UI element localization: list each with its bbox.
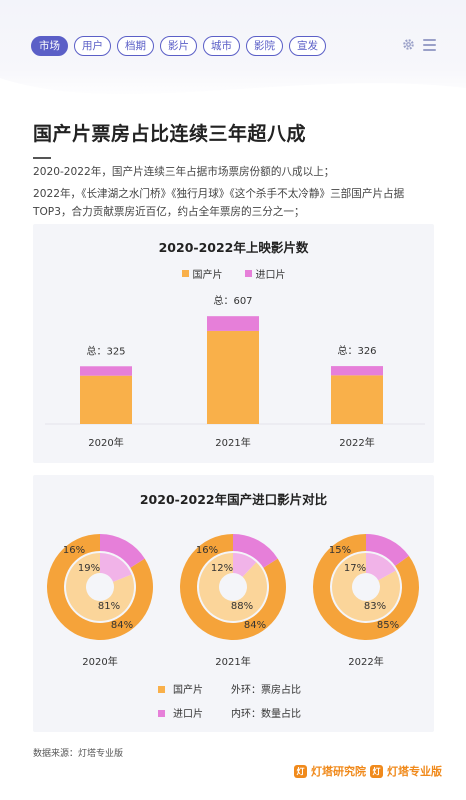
bar-chart-title: 2020-2022年上映影片数 <box>158 240 309 255</box>
donut-chart-title: 2020-2022年国产进口影片对比 <box>139 492 328 507</box>
header-wave <box>0 78 466 118</box>
tab-0[interactable]: 市场 <box>31 36 68 56</box>
intro-paragraph-2: 2022年，《长津湖之水门桥》《独行月球》《这个杀手不太冷静》三部国产片占据TO… <box>33 188 405 218</box>
legend-swatch-domestic <box>158 686 165 693</box>
data-source: 数据来源：灯塔专业版 <box>33 749 124 759</box>
bar-domestic <box>80 375 132 424</box>
donut-year-label: 2022年 <box>348 655 383 668</box>
outer-imported-label: 16% <box>196 545 218 556</box>
nav-tabs: 市场 用户 档期 影片 城市 影院 宣发 <box>31 36 326 56</box>
donut-year-label: 2021年 <box>215 655 250 668</box>
inner-imported-label: 12% <box>211 563 233 574</box>
legend-swatch <box>181 270 189 277</box>
legend-outer-ring: 外环：票房占比 <box>231 683 301 696</box>
x-tick-label: 2021年 <box>215 436 250 449</box>
bar-chart-panel: 2020-2022年上映影片数 国产片 进口片 总：325 2020年 总：607 2… <box>33 224 434 463</box>
brand-label: 灯塔研究院 <box>311 765 366 778</box>
outer-ring-domestic <box>180 534 286 640</box>
donut-year-label: 2020年 <box>82 655 117 668</box>
brand-research: 灯 灯塔研究院 <box>294 763 366 779</box>
title-underline <box>33 157 51 159</box>
bar-imported <box>207 316 259 331</box>
gear-icon[interactable] <box>402 38 415 51</box>
inner-domestic-label: 88% <box>231 601 253 612</box>
lighthouse-logo-icon: 灯 <box>294 764 307 778</box>
legend-imported-label: 进口片 <box>173 707 203 720</box>
donut-charts: 16% 19% 81% 84% 2020年 16% 12% 88% 84% 2021年 15% 17%… <box>47 534 419 720</box>
legend-swatch-imported <box>158 710 165 717</box>
inner-ring-domestic <box>198 553 267 621</box>
brand-label: 灯塔专业版 <box>387 765 442 778</box>
x-tick-label: 2022年 <box>339 436 374 449</box>
tab-3[interactable]: 影片 <box>160 36 197 56</box>
lighthouse-logo-icon: 灯 <box>370 764 383 778</box>
inner-ring-imported <box>366 553 396 581</box>
inner-ring-domestic <box>332 553 401 621</box>
outer-imported-label: 16% <box>63 545 85 556</box>
tab-5[interactable]: 影院 <box>246 36 283 56</box>
outer-imported-label: 15% <box>329 545 351 556</box>
x-tick-label: 2020年 <box>88 436 123 449</box>
legend-label: 国产片 <box>192 270 223 281</box>
menu-icon[interactable] <box>423 38 436 51</box>
tab-2[interactable]: 档期 <box>117 36 154 56</box>
legend-item-domestic: 国产片 <box>181 266 223 281</box>
outer-ring-domestic <box>313 534 419 640</box>
tab-1[interactable]: 用户 <box>74 36 111 56</box>
bar-domestic <box>331 375 383 424</box>
inner-domestic-label: 83% <box>364 601 386 612</box>
outer-ring-imported <box>100 534 145 568</box>
outer-ring-domestic <box>47 534 153 640</box>
bar-total-label: 总：326 <box>337 344 376 357</box>
inner-imported-label: 19% <box>78 563 100 574</box>
bar-total-label: 总：607 <box>213 294 252 307</box>
toolbar-icons <box>402 38 436 51</box>
legend-item-imported: 进口片 <box>244 266 286 281</box>
inner-imported-label: 17% <box>344 563 366 574</box>
legend-inner-ring: 内环：数量占比 <box>231 707 301 720</box>
brand-pro: 灯 灯塔专业版 <box>370 763 442 779</box>
tab-4[interactable]: 城市 <box>203 36 240 56</box>
outer-domestic-label: 84% <box>244 620 266 631</box>
legend-label: 进口片 <box>255 270 286 281</box>
legend-swatch <box>244 270 252 277</box>
outer-ring-imported <box>233 534 278 568</box>
bar-chart-legend: 国产片 进口片 <box>33 266 434 281</box>
outer-domestic-label: 84% <box>111 620 133 631</box>
tab-6[interactable]: 宣发 <box>289 36 326 56</box>
outer-domestic-label: 85% <box>377 620 399 631</box>
page-title: 国产片票房占比连续三年超八成 <box>33 123 307 145</box>
outer-ring-imported <box>366 534 409 566</box>
intro-paragraph-1: 2020-2022年，国产片连续三年占据市场票房份额的八成以上； <box>33 166 335 178</box>
bar-domestic <box>207 330 259 424</box>
donut-chart-panel: 2020-2022年国产进口影片对比 16% 19% 81% 84% 2020年 16% 1… <box>33 475 434 732</box>
bar-chart: 总：325 2020年 总：607 2021年 总：326 2022年 <box>45 294 425 449</box>
bar-imported <box>80 366 132 376</box>
inner-ring-imported <box>100 553 132 582</box>
bar-total-label: 总：325 <box>86 344 125 357</box>
legend-domestic-label: 国产片 <box>173 683 203 696</box>
bar-imported <box>331 366 383 376</box>
inner-ring-imported <box>233 553 257 577</box>
inner-domestic-label: 81% <box>98 601 120 612</box>
inner-ring-domestic <box>66 553 134 621</box>
